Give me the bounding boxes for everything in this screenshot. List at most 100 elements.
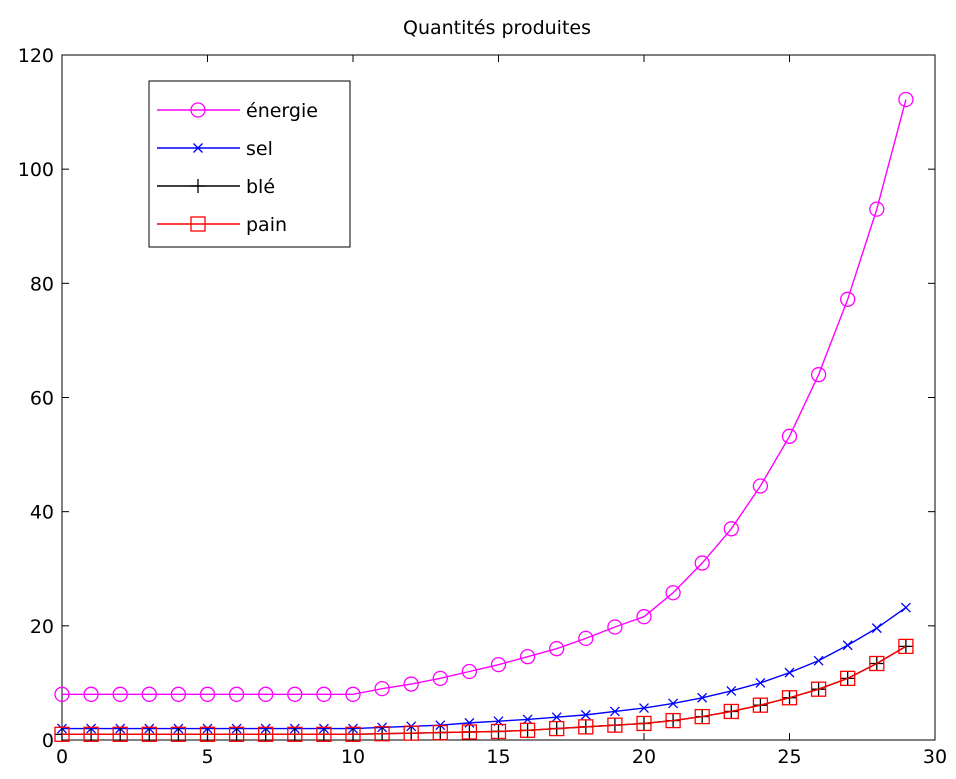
y-tick-label: 0 bbox=[42, 730, 54, 752]
data-point bbox=[432, 724, 448, 741]
data-point bbox=[752, 478, 769, 494]
data-point bbox=[607, 619, 623, 635]
data-point bbox=[464, 717, 475, 728]
data-point bbox=[694, 555, 710, 571]
legend-marker bbox=[190, 216, 206, 232]
data-point bbox=[726, 685, 737, 696]
data-point bbox=[580, 709, 591, 720]
y-tick-label: 20 bbox=[30, 616, 54, 638]
data-point bbox=[112, 686, 128, 702]
data-point bbox=[607, 717, 623, 733]
data-point bbox=[665, 585, 681, 601]
data-point bbox=[345, 686, 361, 702]
series-line bbox=[62, 606, 907, 730]
data-point bbox=[723, 703, 739, 720]
data-point bbox=[755, 677, 766, 688]
data-point bbox=[519, 722, 536, 738]
data-point bbox=[199, 726, 216, 742]
legend-item: blé bbox=[157, 176, 275, 198]
data-point bbox=[316, 726, 332, 742]
data-point bbox=[551, 712, 562, 723]
series-line bbox=[62, 645, 907, 735]
data-point bbox=[549, 641, 565, 657]
data-point bbox=[668, 698, 679, 709]
data-point bbox=[170, 726, 187, 742]
data-point bbox=[54, 726, 70, 742]
legend-label: énergie bbox=[246, 100, 318, 122]
x-tick-label: 20 bbox=[632, 746, 656, 768]
data-point bbox=[723, 521, 739, 537]
data-point bbox=[199, 686, 216, 702]
data-point bbox=[287, 726, 303, 742]
data-point bbox=[549, 720, 565, 737]
data-point bbox=[871, 623, 882, 634]
data-point bbox=[636, 715, 652, 732]
data-point bbox=[697, 692, 708, 703]
data-point bbox=[869, 655, 885, 672]
legend-box bbox=[148, 80, 351, 248]
x-tick-label: 5 bbox=[201, 746, 213, 768]
chart-title: Quantités produites bbox=[403, 17, 591, 39]
y-tick-label: 40 bbox=[30, 502, 54, 524]
legend-label: pain bbox=[246, 214, 287, 236]
x-tick-label: 0 bbox=[56, 746, 68, 768]
data-point bbox=[345, 726, 361, 742]
data-point bbox=[403, 725, 419, 741]
x-tick-label: 30 bbox=[923, 746, 947, 768]
data-point bbox=[141, 726, 157, 742]
legend-item: sel bbox=[157, 138, 273, 160]
data-point bbox=[83, 726, 99, 742]
data-point bbox=[636, 609, 652, 625]
data-point bbox=[490, 657, 507, 673]
data-point bbox=[752, 697, 769, 713]
data-point bbox=[781, 690, 798, 706]
data-point bbox=[141, 686, 157, 702]
x-tick-label: 10 bbox=[341, 746, 365, 768]
y-tick-label: 120 bbox=[18, 45, 54, 67]
data-point bbox=[316, 686, 332, 702]
legend-label: blé bbox=[246, 176, 275, 198]
legend-item: énergie bbox=[157, 100, 318, 122]
series-line bbox=[62, 99, 907, 696]
data-point bbox=[840, 291, 856, 307]
data-point bbox=[83, 686, 99, 702]
legend-marker bbox=[191, 179, 205, 193]
y-tick-label: 80 bbox=[30, 273, 54, 295]
data-point bbox=[522, 714, 533, 725]
legend-label: sel bbox=[246, 138, 273, 160]
series-layer bbox=[54, 91, 914, 742]
data-point bbox=[374, 726, 390, 742]
data-point bbox=[810, 681, 827, 697]
data-point bbox=[258, 686, 274, 702]
legend-item: pain bbox=[157, 214, 287, 236]
data-point bbox=[490, 723, 507, 740]
x-tick-label: 15 bbox=[486, 746, 510, 768]
data-point bbox=[694, 708, 710, 725]
y-tick-label: 60 bbox=[30, 388, 54, 410]
data-point bbox=[578, 719, 594, 735]
data-point bbox=[374, 680, 390, 697]
data-point bbox=[813, 655, 824, 666]
data-point bbox=[639, 703, 649, 713]
data-point bbox=[519, 649, 536, 665]
legend: énergie sel blé pain bbox=[148, 80, 351, 248]
data-point bbox=[461, 663, 478, 680]
data-point bbox=[898, 638, 914, 655]
data-point bbox=[900, 602, 911, 613]
data-point bbox=[578, 630, 594, 647]
series-square bbox=[54, 638, 914, 742]
data-point bbox=[461, 724, 478, 740]
x-tick-label: 25 bbox=[777, 746, 801, 768]
legend-marker bbox=[190, 102, 206, 118]
data-point bbox=[842, 640, 853, 651]
data-point bbox=[112, 726, 128, 742]
data-point bbox=[228, 726, 245, 742]
data-point bbox=[810, 367, 827, 383]
data-point bbox=[609, 706, 620, 717]
data-point bbox=[54, 686, 70, 702]
data-point bbox=[228, 686, 245, 702]
data-point bbox=[170, 686, 187, 702]
legend-marker bbox=[193, 143, 203, 153]
